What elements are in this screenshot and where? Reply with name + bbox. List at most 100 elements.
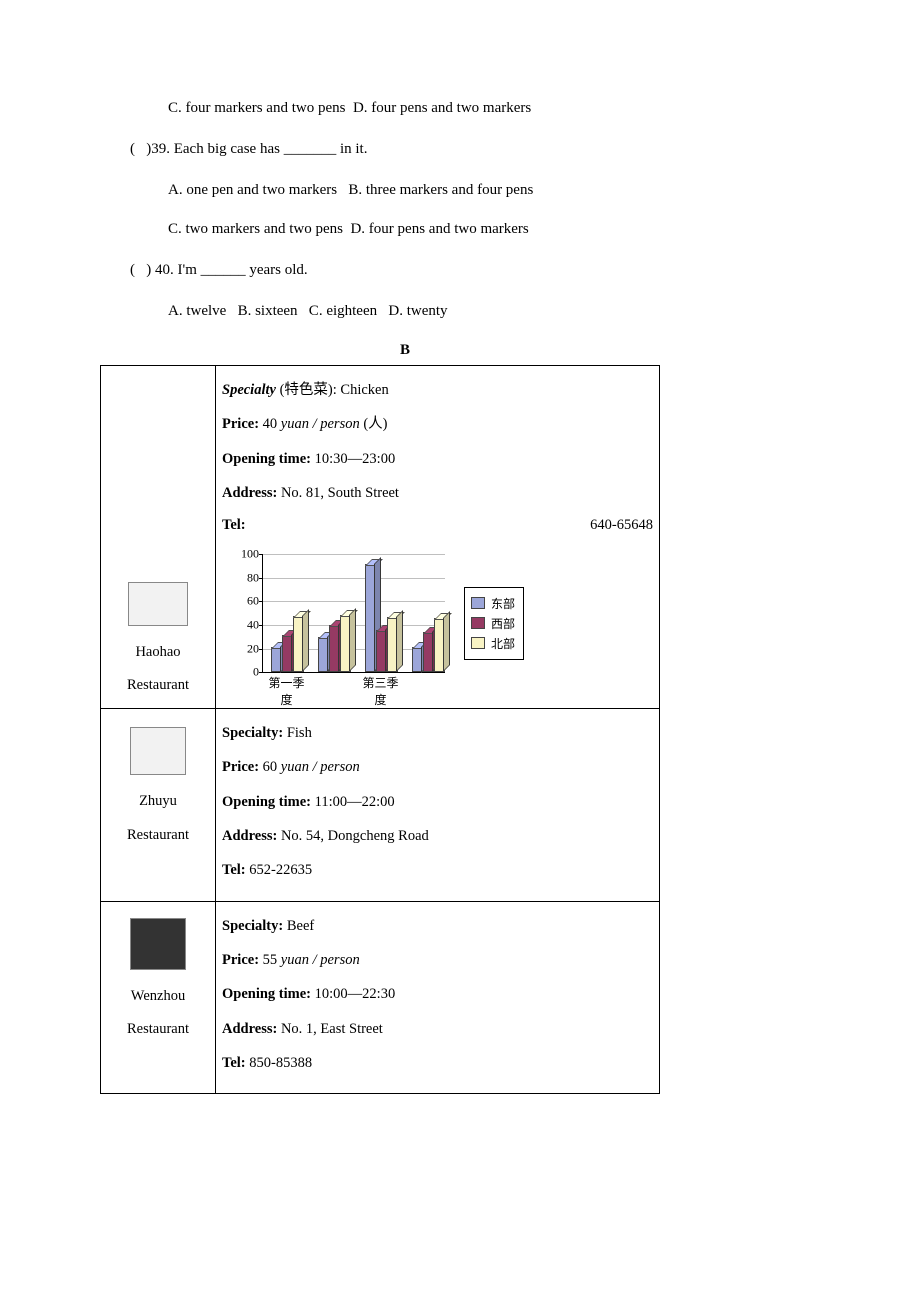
chart-ytick: 40 xyxy=(235,617,259,632)
tel-line: Tel: 640-65648 xyxy=(222,517,653,534)
opening-value: 10:30—23:00 xyxy=(315,451,396,467)
chart-bar xyxy=(329,627,338,672)
legend-item: 北部 xyxy=(471,635,515,652)
legend-label: 西部 xyxy=(491,615,515,632)
chart-legend: 东部西部北部 xyxy=(464,587,524,660)
restaurant-name-line1: Haohao xyxy=(107,636,209,669)
chart-bar xyxy=(318,639,327,672)
opening-label: Opening time: xyxy=(222,451,311,467)
address-label: Address: xyxy=(222,828,277,844)
tel-value: 850-85388 xyxy=(249,1055,312,1071)
chart-bar xyxy=(365,566,374,672)
legend-swatch xyxy=(471,617,485,629)
q40-stem: ( ) 40. I'm ______ years old. xyxy=(130,260,830,281)
q39-options-ab: A. one pen and two markers B. three mark… xyxy=(168,182,830,199)
chart-ytick: 80 xyxy=(235,570,259,585)
price-label: Price: xyxy=(222,952,259,968)
legend-label: 北部 xyxy=(491,635,515,652)
specialty-value: Beef xyxy=(287,918,314,934)
tel-label: Tel: xyxy=(222,517,246,534)
price-line: Price: 40 yuan / person (人) xyxy=(222,414,653,434)
price-value: 40 xyxy=(263,416,278,432)
price-line: Price: 55 yuan / person xyxy=(222,950,653,970)
specialty-label: Specialty: xyxy=(222,725,283,741)
specialty-line: Specialty: Fish xyxy=(222,723,653,743)
address-line: Address: No. 54, Dongcheng Road xyxy=(222,826,653,846)
opening-line: Opening time: 11:00—22:00 xyxy=(222,792,653,812)
price-line: Price: 60 yuan / person xyxy=(222,757,653,777)
q40-options: A. twelve B. sixteen C. eighteen D. twen… xyxy=(168,303,830,320)
address-line: Address: No. 81, South Street xyxy=(222,483,653,503)
tel-line: Tel: 652-22635 xyxy=(222,860,653,880)
specialty-line: Specialty (特色菜): Chicken xyxy=(222,380,653,400)
chart-ytick: 100 xyxy=(235,547,259,562)
specialty-value: Chicken xyxy=(340,382,388,398)
opening-label: Opening time: xyxy=(222,794,311,810)
section-b-label: B xyxy=(400,342,830,359)
q38-options-cd: C. four markers and two pens D. four pen… xyxy=(168,100,830,117)
chart-bar xyxy=(293,618,302,672)
legend-item: 东部 xyxy=(471,595,515,612)
chart-xlabel: 第三季度 xyxy=(359,674,402,708)
specialty-note: (特色菜): xyxy=(280,382,337,398)
tel-value: 640-65648 xyxy=(590,517,653,534)
specialty-line: Specialty: Beef xyxy=(222,916,653,936)
chart-bar xyxy=(434,620,443,672)
specialty-label: Specialty xyxy=(222,382,276,398)
restaurant-name-line2: Restaurant xyxy=(107,669,209,702)
tel-value: 652-22635 xyxy=(249,862,312,878)
chart-bar xyxy=(271,649,280,673)
table-row: Zhuyu Restaurant Specialty: Fish Price: … xyxy=(101,709,660,901)
table-row: Haohao Restaurant Specialty (特色菜): Chick… xyxy=(101,366,660,709)
q39-stem: ( )39. Each big case has _______ in it. xyxy=(130,139,830,160)
price-label: Price: xyxy=(222,759,259,775)
opening-value: 11:00—22:00 xyxy=(315,794,395,810)
tel-line: Tel: 850-85388 xyxy=(222,1053,653,1073)
restaurant-name-line2: Restaurant xyxy=(107,819,209,852)
address-value: No. 54, Dongcheng Road xyxy=(281,828,429,844)
bar-chart: 020406080100第一季度第三季度 东部西部北部 xyxy=(232,548,653,698)
price-unit: yuan / person xyxy=(281,952,360,968)
tel-label: Tel: xyxy=(222,862,246,878)
price-unit: yuan / person xyxy=(281,416,360,432)
price-value: 55 xyxy=(263,952,278,968)
opening-line: Opening time: 10:00—22:30 xyxy=(222,984,653,1004)
restaurant-table: Haohao Restaurant Specialty (特色菜): Chick… xyxy=(100,365,660,1094)
chart-bar xyxy=(387,619,396,672)
chart-bar xyxy=(376,632,385,672)
legend-item: 西部 xyxy=(471,615,515,632)
legend-swatch xyxy=(471,597,485,609)
restaurant-image-placeholder xyxy=(130,727,186,775)
q39-options-cd: C. two markers and two pens D. four pens… xyxy=(168,221,830,238)
chart-bar xyxy=(340,617,349,672)
opening-line: Opening time: 10:30—23:00 xyxy=(222,449,653,469)
chart-xlabel: 第一季度 xyxy=(265,674,308,708)
restaurant-image-placeholder xyxy=(130,918,186,970)
opening-value: 10:00—22:30 xyxy=(315,986,396,1002)
chart-bar xyxy=(282,637,291,672)
restaurant-image-placeholder xyxy=(128,582,188,626)
bar-chart-plot: 020406080100第一季度第三季度 xyxy=(232,548,452,698)
specialty-label: Specialty: xyxy=(222,918,283,934)
address-label: Address: xyxy=(222,1021,277,1037)
chart-ytick: 60 xyxy=(235,594,259,609)
chart-ytick: 20 xyxy=(235,641,259,656)
restaurant-name-line2: Restaurant xyxy=(107,1013,209,1046)
address-value: No. 81, South Street xyxy=(281,485,399,501)
chart-bar xyxy=(412,649,421,673)
table-row: Wenzhou Restaurant Specialty: Beef Price… xyxy=(101,901,660,1093)
restaurant-name-line1: Zhuyu xyxy=(107,785,209,818)
chart-bar xyxy=(423,634,432,672)
specialty-value: Fish xyxy=(287,725,312,741)
price-unit: yuan / person xyxy=(281,759,360,775)
price-note: (人) xyxy=(363,416,387,432)
price-value: 60 xyxy=(263,759,278,775)
address-value: No. 1, East Street xyxy=(281,1021,383,1037)
chart-ytick: 0 xyxy=(235,665,259,680)
legend-swatch xyxy=(471,637,485,649)
legend-label: 东部 xyxy=(491,595,515,612)
price-label: Price: xyxy=(222,416,259,432)
address-line: Address: No. 1, East Street xyxy=(222,1019,653,1039)
opening-label: Opening time: xyxy=(222,986,311,1002)
restaurant-name-line1: Wenzhou xyxy=(107,980,209,1013)
